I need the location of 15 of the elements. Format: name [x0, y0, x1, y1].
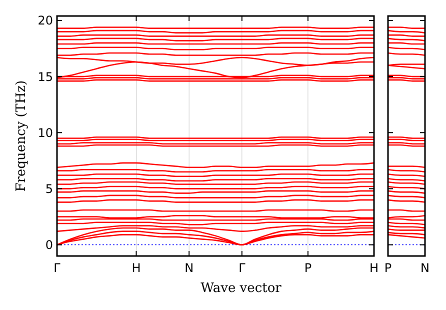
y-tick-label: 0: [45, 238, 53, 252]
x-axis-title: Wave vector: [200, 281, 282, 296]
y-axis-title: Frequency (THz): [14, 80, 29, 192]
x-tick-label: H: [369, 261, 379, 275]
x-tick-label: N: [184, 261, 194, 275]
x-tick-label: Γ: [238, 261, 246, 275]
x-tick-label: N: [420, 261, 430, 275]
x-tick-label: Γ: [54, 261, 61, 275]
y-tick-label: 5: [45, 182, 53, 196]
x-tick-label: H: [132, 261, 141, 275]
x-tick-label: P: [304, 261, 312, 275]
y-tick-label: 15: [38, 70, 53, 84]
y-tick-label: 20: [38, 14, 53, 28]
x-tick-label: P: [384, 261, 392, 275]
y-tick-label: 10: [38, 126, 53, 140]
